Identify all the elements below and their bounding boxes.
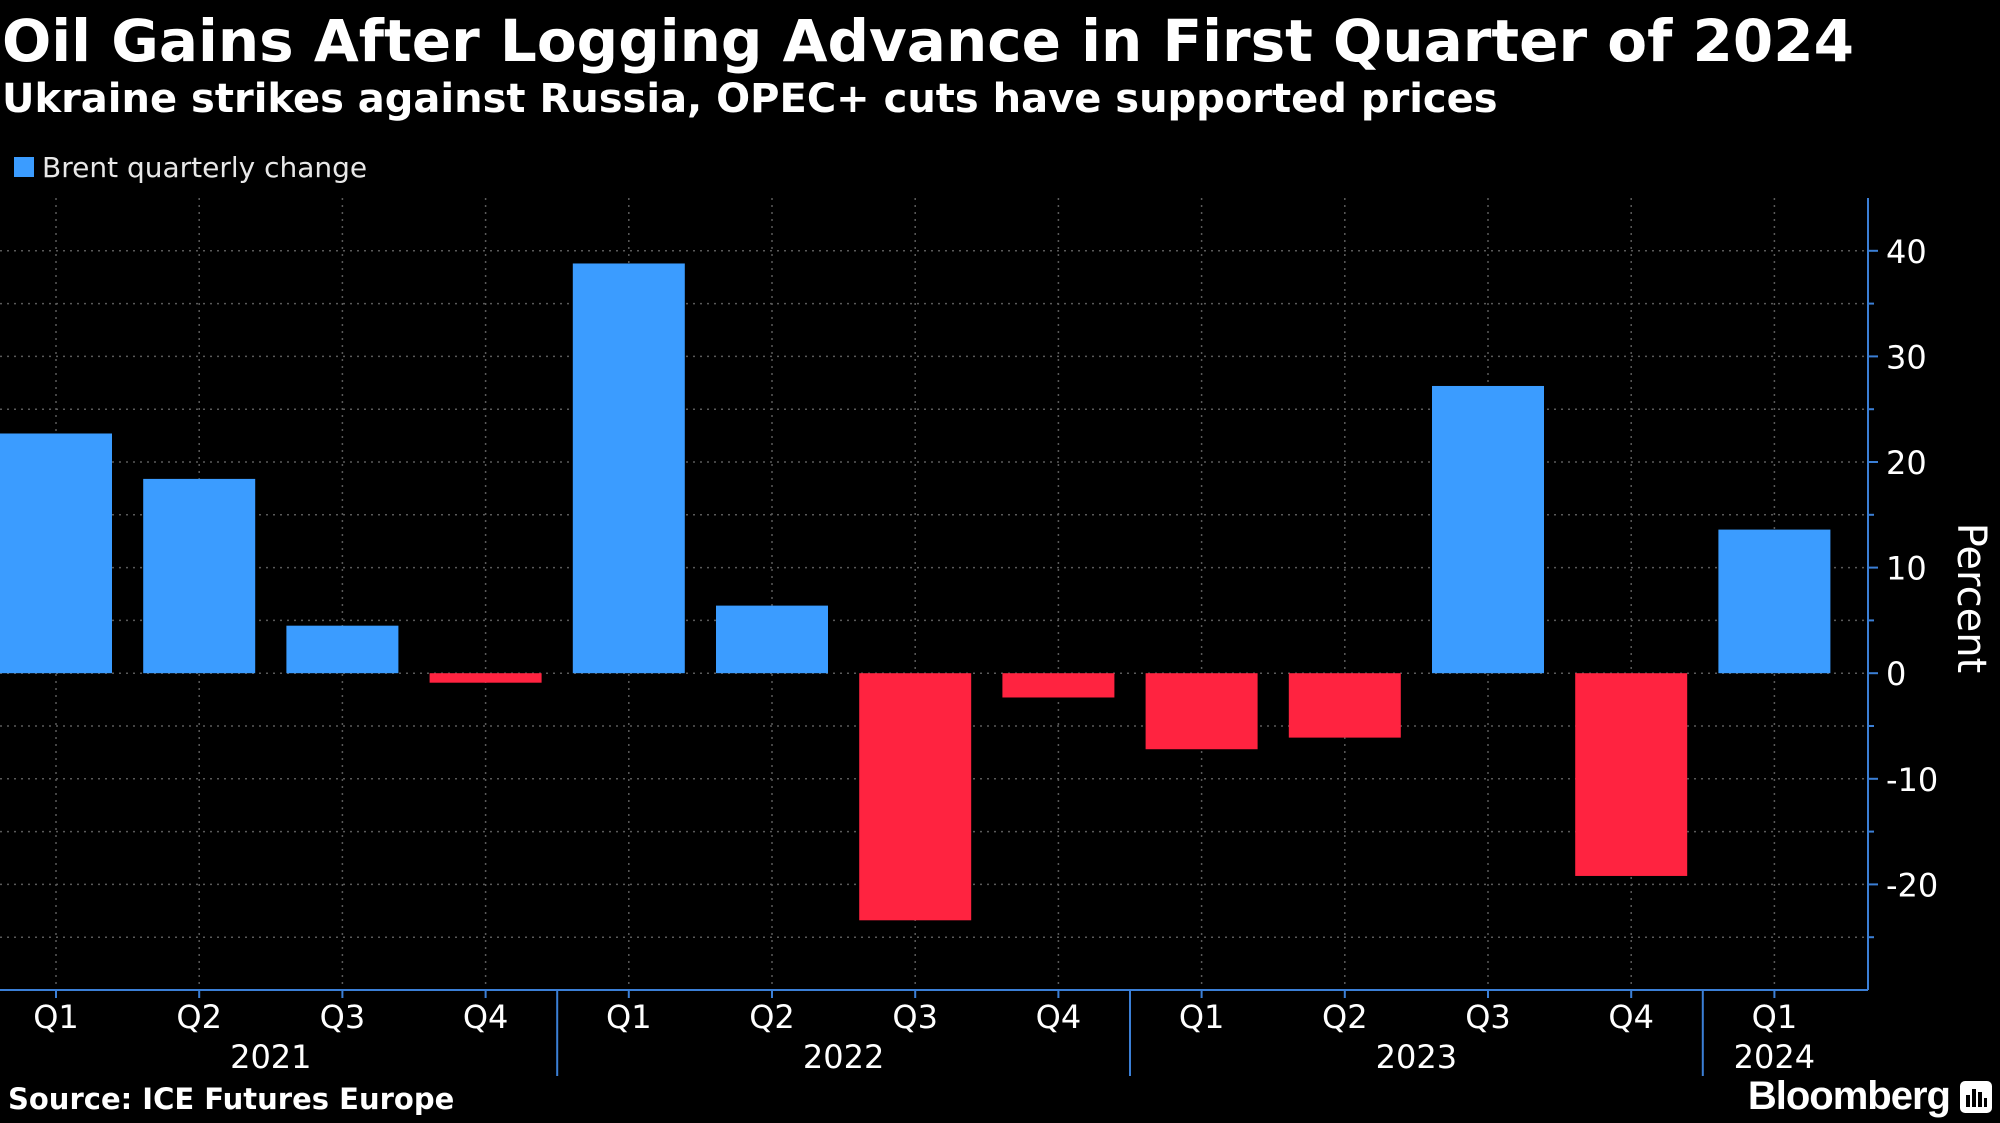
bars-layer: [0, 263, 1831, 921]
x-tick-label: Q1: [1179, 998, 1225, 1036]
source-note: Source: ICE Futures Europe: [8, 1082, 455, 1116]
legend-swatch: [14, 157, 34, 177]
chart-subtitle: Ukraine strikes against Russia, OPEC+ cu…: [2, 76, 1498, 122]
bar-10: [1288, 673, 1401, 738]
x-tick-label: Q1: [33, 998, 79, 1036]
brand-logo: Bloomberg: [1748, 1074, 1992, 1119]
x-tick-label: Q3: [892, 998, 938, 1036]
bar-2: [143, 478, 256, 674]
legend-label: Brent quarterly change: [42, 150, 368, 184]
bar-5: [572, 263, 685, 674]
bar-1: [0, 433, 112, 674]
labels-layer: 40 30 20 10 0 -10 -20 Percent Q1 Q2 Q3 Q4 Q1 Q2 Q3 Q4 Q1…: [33, 233, 1994, 1076]
y-tick-label: 20: [1886, 444, 1927, 482]
y-tick-label: 10: [1886, 550, 1927, 588]
year-label: 2022: [803, 1038, 884, 1076]
x-tick-label: Q3: [1465, 998, 1511, 1036]
bar-6: [716, 605, 828, 674]
axes-layer: [0, 198, 1878, 1076]
y-tick-label: 30: [1886, 338, 1927, 376]
y-tick-label: 40: [1886, 233, 1927, 271]
year-label: 2021: [230, 1038, 311, 1076]
bar-3: [286, 625, 399, 674]
y-tick-label: -20: [1886, 866, 1938, 904]
y-tick-label: -10: [1886, 761, 1938, 799]
bar-7: [859, 673, 972, 921]
x-tick-label: Q4: [463, 998, 509, 1036]
x-tick-label: Q4: [1608, 998, 1654, 1036]
x-tick-label: Q2: [749, 998, 795, 1036]
chart-legend: Brent quarterly change: [14, 150, 367, 184]
x-tick-label: Q3: [320, 998, 366, 1036]
y-axis-title: Percent: [1948, 523, 1994, 674]
brand-name: Bloomberg: [1747, 1074, 1951, 1118]
bar-4: [429, 673, 542, 683]
y-tick-label: 0: [1886, 655, 1906, 693]
bloomberg-chart-icon: [1960, 1080, 1992, 1113]
bar-9: [1145, 673, 1258, 750]
x-tick-label: Q4: [1036, 998, 1082, 1036]
x-tick-label: Q2: [176, 998, 222, 1036]
year-label: 2023: [1376, 1038, 1457, 1076]
chart-title: Oil Gains After Logging Advance in First…: [2, 7, 1854, 75]
x-tick-label: Q1: [1752, 998, 1798, 1036]
bar-11: [1432, 385, 1544, 674]
bar-12: [1575, 673, 1688, 876]
x-tick-label: Q2: [1322, 998, 1368, 1036]
bar-13: [1718, 529, 1831, 674]
x-tick-label: Q1: [606, 998, 652, 1036]
bar-8: [1002, 673, 1115, 698]
year-label: 2024: [1734, 1038, 1815, 1076]
